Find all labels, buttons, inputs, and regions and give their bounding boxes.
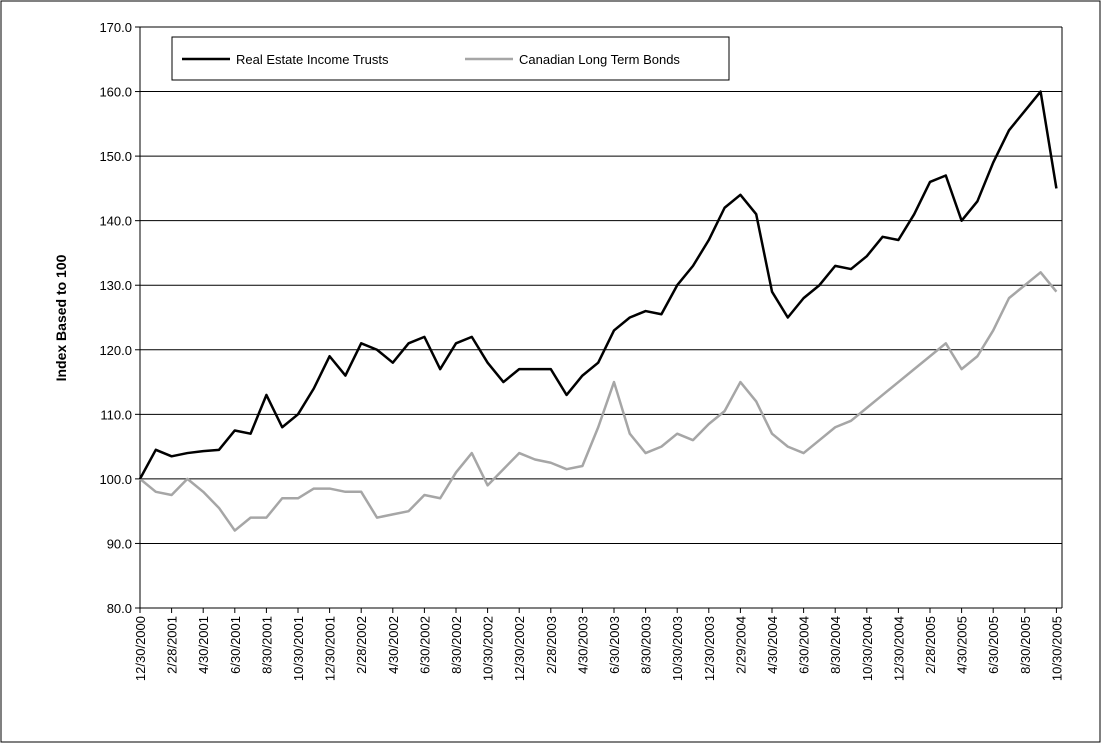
x-tick-label: 12/30/2003 (702, 616, 717, 681)
x-tick-label: 2/28/2003 (544, 616, 559, 674)
y-tick-label: 120.0 (99, 343, 132, 358)
y-tick-label: 80.0 (107, 601, 132, 616)
x-tick-label: 12/30/2002 (512, 616, 527, 681)
x-tick-label: 2/29/2004 (733, 616, 748, 674)
line-series (138, 90, 1058, 480)
x-tick-label: 6/30/2003 (607, 616, 622, 674)
y-tick-label: 130.0 (99, 278, 132, 293)
x-tick-label: 8/30/2004 (828, 616, 843, 674)
y-axis-label: Index Based to 100 (53, 254, 69, 381)
legend-box (171, 36, 730, 81)
legend-label: Real Estate Income Trusts (236, 52, 389, 67)
x-tick-label: 2/28/2005 (923, 616, 938, 674)
y-tick-label: 150.0 (99, 149, 132, 164)
y-tick-label: 90.0 (107, 536, 132, 551)
x-tick-label: 10/30/2005 (1049, 616, 1064, 681)
x-tick-label: 8/30/2002 (449, 616, 464, 674)
y-tick-label: 140.0 (99, 214, 132, 229)
x-tick-label: 2/28/2001 (165, 616, 180, 674)
x-tick-label: 6/30/2005 (986, 616, 1001, 674)
x-tick-label: 10/30/2002 (481, 616, 496, 681)
x-tick-label: 4/30/2005 (955, 616, 970, 674)
x-tick-label: 8/30/2005 (1018, 616, 1033, 674)
x-tick-label: 4/30/2003 (575, 616, 590, 674)
x-tick-label: 10/30/2001 (291, 616, 306, 681)
line-series (139, 271, 1058, 532)
x-tick-label: 6/30/2001 (228, 616, 243, 674)
x-tick-label: 2/28/2002 (354, 616, 369, 674)
x-tick-label: 4/30/2001 (196, 616, 211, 674)
x-tick-label: 4/30/2004 (765, 616, 780, 674)
y-tick-label: 110.0 (100, 407, 132, 422)
x-tick-label: 6/30/2002 (417, 616, 432, 674)
x-tick-label: 6/30/2004 (797, 616, 812, 674)
x-tick-label: 12/30/2000 (133, 616, 148, 681)
x-tick-label: 12/30/2001 (323, 616, 338, 681)
legend-label: Canadian Long Term Bonds (519, 52, 680, 67)
y-tick-label: 170.0 (99, 20, 132, 35)
x-tick-label: 8/30/2003 (639, 616, 654, 674)
x-tick-label: 8/30/2001 (259, 616, 274, 674)
y-tick-label: 160.0 (99, 85, 132, 100)
x-tick-label: 4/30/2002 (386, 616, 401, 674)
y-tick-label: 100.0 (99, 472, 132, 487)
x-tick-label: 10/30/2004 (860, 616, 875, 681)
x-tick-label: 12/30/2004 (891, 616, 906, 681)
x-tick-label: 10/30/2003 (670, 616, 685, 681)
